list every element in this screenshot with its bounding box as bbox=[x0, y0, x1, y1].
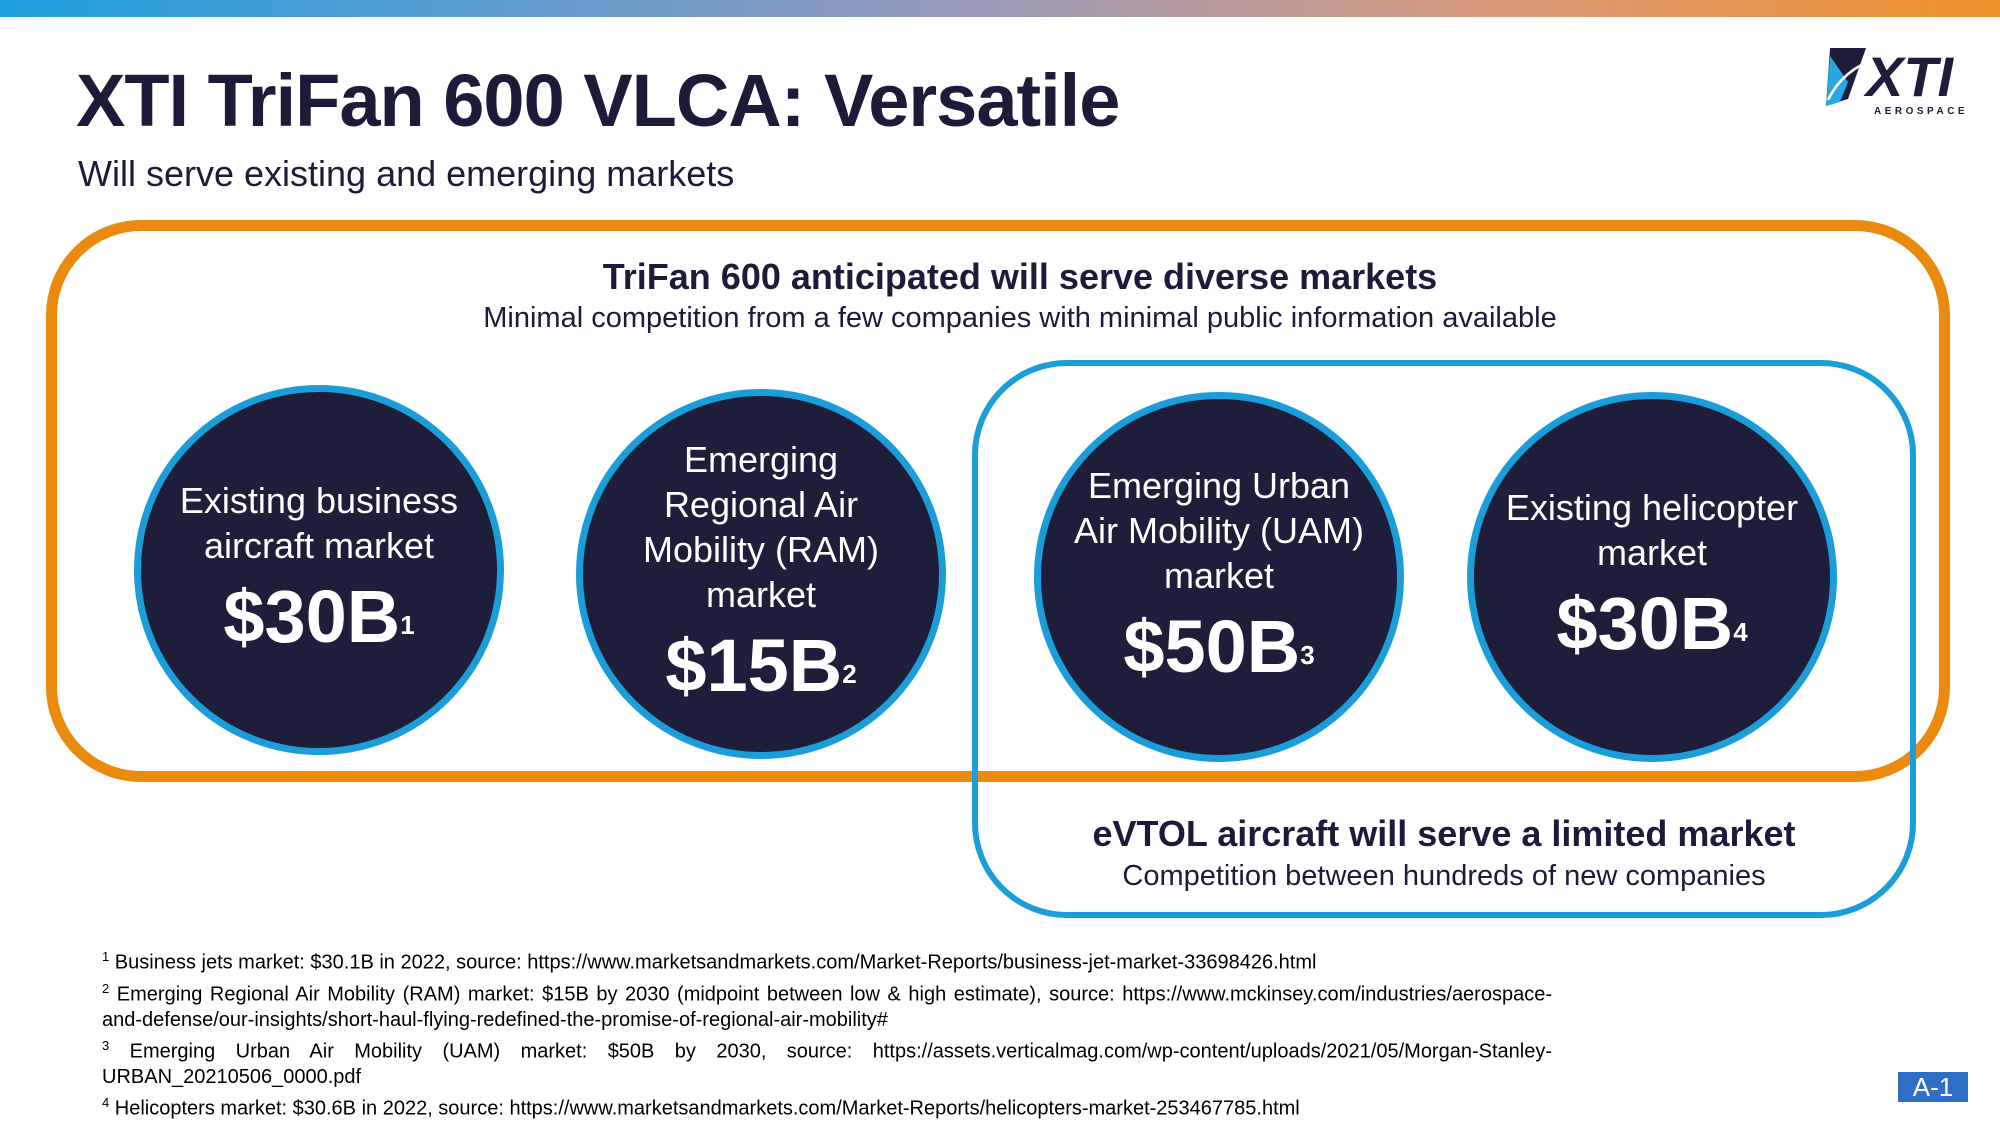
page-number: A-1 bbox=[1898, 1072, 1968, 1102]
market-label: Existing helicopter market bbox=[1505, 487, 1799, 573]
evtol-subheading: Competition between hundreds of new comp… bbox=[1122, 860, 1766, 892]
market-value: $15B2 bbox=[665, 624, 857, 707]
footnote-ref: 1 bbox=[400, 610, 415, 640]
footnote-ref: 3 bbox=[1300, 639, 1315, 670]
market-circle-uam: Emerging Urban Air Mobility (UAM) market… bbox=[1034, 392, 1404, 762]
footnotes: 1 Business jets market: $30.1B in 2022, … bbox=[102, 944, 1552, 1122]
page-title: XTI TriFan 600 VLCA: Versatile bbox=[76, 59, 1120, 142]
footnote-ref: 4 bbox=[1733, 617, 1748, 647]
market-value: $50B3 bbox=[1123, 604, 1315, 688]
diverse-markets-subheading: Minimal competition from a few companies… bbox=[483, 302, 1557, 334]
market-label: Emerging Urban Air Mobility (UAM) market bbox=[1073, 464, 1364, 596]
diverse-markets-heading: TriFan 600 anticipated will serve divers… bbox=[602, 256, 1438, 297]
xti-logo: XTI AEROSPACE bbox=[1826, 45, 1968, 116]
evtol-heading: eVTOL aircraft will serve a limited mark… bbox=[1092, 813, 1796, 854]
market-value: $30B1 bbox=[223, 575, 415, 658]
evtol-markets-frame bbox=[972, 360, 1916, 918]
market-circle-business: Existing business aircraft market $30B1 bbox=[134, 385, 504, 755]
logo-subtext: AEROSPACE bbox=[1874, 106, 1968, 116]
market-circle-ram: Emerging Regional Air Mobility (RAM) mar… bbox=[576, 389, 946, 759]
market-label: Emerging Regional Air Mobility (RAM) mar… bbox=[642, 439, 879, 615]
diverse-markets-frame bbox=[46, 220, 1950, 782]
footnote-ref: 2 bbox=[842, 659, 857, 689]
market-circle-helicopter: Existing helicopter market $30B4 bbox=[1467, 392, 1837, 762]
footnote: 2 Emerging Regional Air Mobility (RAM) m… bbox=[102, 980, 1552, 1031]
market-value: $30B4 bbox=[1556, 582, 1748, 665]
logo-text: XTI bbox=[1863, 45, 1955, 108]
top-accent-bar bbox=[0, 0, 2000, 17]
footnote: 4 Helicopters market: $30.6B in 2022, so… bbox=[102, 1095, 1300, 1121]
page-subtitle: Will serve existing and emerging markets bbox=[78, 153, 735, 194]
footnote: 1 Business jets market: $30.1B in 2022, … bbox=[102, 949, 1317, 974]
market-label: Existing business aircraft market bbox=[179, 480, 459, 566]
footnote: 3 Emerging Urban Air Mobility (UAM) mark… bbox=[102, 1038, 1552, 1089]
